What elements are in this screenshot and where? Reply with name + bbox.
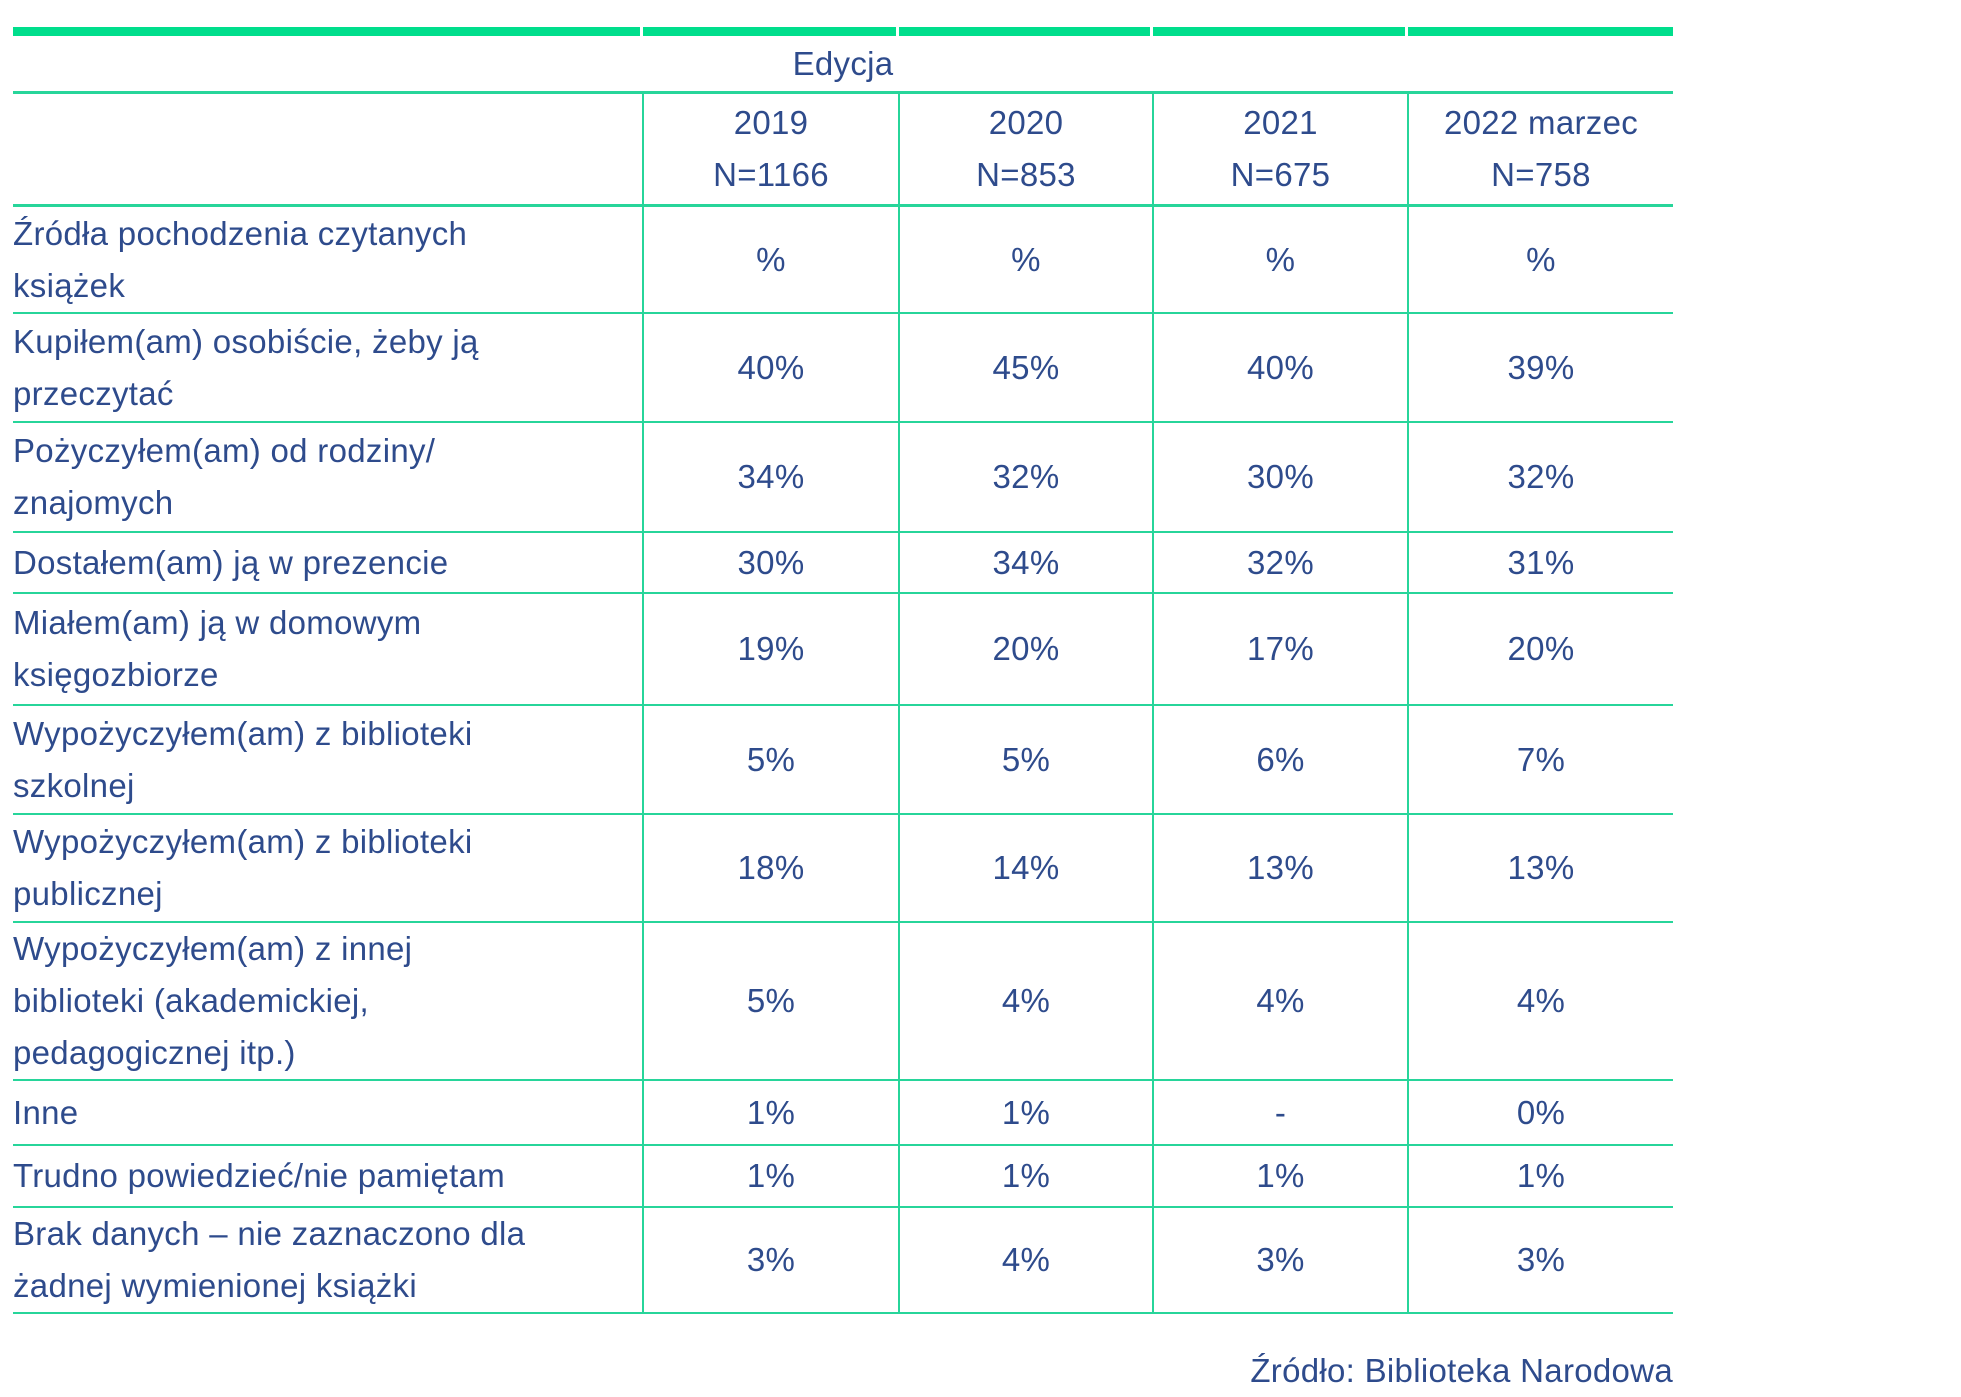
category-label: Dostałem(am) ją w prezencie: [13, 532, 643, 594]
year-column-header-2020: 2020 N=853: [898, 92, 1153, 207]
category-group-label: Źródła pochodzenia czytanych książek: [13, 205, 643, 314]
unit-cell: %: [1407, 205, 1673, 314]
source-note: Źródło: Biblioteka Narodowa: [1250, 1352, 1673, 1389]
accent-bar-segment: [1153, 27, 1408, 36]
survey-table-container: Edycja 2019 N=1166 2020 N=853 2021 N=675…: [13, 27, 1673, 1314]
year-column-header-2019: 2019 N=1166: [642, 92, 899, 207]
percent-value: 1%: [1152, 1145, 1408, 1208]
unit-row: Źródła pochodzenia czytanych książek % %…: [13, 205, 1673, 314]
year-column-header-2022: 2022 marzec N=758: [1407, 92, 1673, 207]
year-column-header-2021: 2021 N=675: [1152, 92, 1408, 207]
percent-value: 20%: [898, 593, 1153, 706]
percent-value: 32%: [898, 422, 1153, 533]
table-row: Kupiłem(am) osobiście, żeby ją przeczyta…: [13, 313, 1673, 423]
table-row: Wypożyczyłem(am) z innej biblioteki (aka…: [13, 922, 1673, 1081]
percent-value: 1%: [898, 1080, 1153, 1146]
category-label: Trudno powiedzieć/nie pamiętam: [13, 1145, 643, 1208]
percent-value: 17%: [1152, 593, 1408, 706]
percent-value: 39%: [1407, 313, 1673, 423]
accent-bar-segment: [643, 27, 899, 36]
percent-value: 1%: [1407, 1145, 1673, 1208]
percent-value: -: [1152, 1080, 1408, 1146]
percent-value: 30%: [1152, 422, 1408, 533]
percent-value: 4%: [1152, 922, 1408, 1081]
table-row: Inne 1% 1% - 0%: [13, 1080, 1673, 1146]
percent-value: 6%: [1152, 705, 1408, 815]
unit-cell: %: [1152, 205, 1408, 314]
percent-value: 34%: [642, 422, 899, 533]
table-row: Brak danych – nie zaznaczono dla żadnej …: [13, 1207, 1673, 1314]
category-label: Kupiłem(am) osobiście, żeby ją przeczyta…: [13, 313, 643, 423]
percent-value: 3%: [1152, 1207, 1408, 1314]
edition-header-row: Edycja: [13, 36, 1673, 94]
percent-value: 1%: [642, 1145, 899, 1208]
percent-value: 4%: [898, 1207, 1153, 1314]
percent-value: 5%: [898, 705, 1153, 815]
percent-value: 45%: [898, 313, 1153, 423]
category-label: Brak danych – nie zaznaczono dla żadnej …: [13, 1207, 643, 1314]
percent-value: 0%: [1407, 1080, 1673, 1146]
survey-table: Edycja 2019 N=1166 2020 N=853 2021 N=675…: [13, 36, 1673, 1314]
percent-value: 30%: [642, 532, 899, 594]
accent-bar-segment: [1408, 27, 1673, 36]
table-row: Trudno powiedzieć/nie pamiętam 1% 1% 1% …: [13, 1145, 1673, 1208]
percent-value: 4%: [898, 922, 1153, 1081]
accent-bar-segment: [13, 27, 643, 36]
year-header-row: 2019 N=1166 2020 N=853 2021 N=675 2022 m…: [13, 92, 1673, 207]
percent-value: 32%: [1407, 422, 1673, 533]
table-row: Wypożyczyłem(am) z biblioteki publicznej…: [13, 814, 1673, 923]
percent-value: 3%: [642, 1207, 899, 1314]
percent-value: 31%: [1407, 532, 1673, 594]
empty-corner-cell: [13, 92, 643, 207]
accent-bar-segment: [899, 27, 1153, 36]
percent-value: 40%: [1152, 313, 1408, 423]
table-row: Pożyczyłem(am) od rodziny/ znajomych 34%…: [13, 422, 1673, 533]
table-row: Dostałem(am) ją w prezencie 30% 34% 32% …: [13, 532, 1673, 594]
percent-value: 3%: [1407, 1207, 1673, 1314]
percent-value: 1%: [898, 1145, 1153, 1208]
category-label: Miałem(am) ją w domowym księgozbiorze: [13, 593, 643, 706]
percent-value: 32%: [1152, 532, 1408, 594]
percent-value: 4%: [1407, 922, 1673, 1081]
category-label: Wypożyczyłem(am) z biblioteki publicznej: [13, 814, 643, 923]
percent-value: 34%: [898, 532, 1153, 594]
percent-value: 5%: [642, 922, 899, 1081]
percent-value: 14%: [898, 814, 1153, 923]
category-label: Wypożyczyłem(am) z biblioteki szkolnej: [13, 705, 643, 815]
accent-bar: [13, 27, 1673, 36]
category-label: Inne: [13, 1080, 643, 1146]
unit-cell: %: [642, 205, 899, 314]
percent-value: 18%: [642, 814, 899, 923]
table-row: Miałem(am) ją w domowym księgozbiorze 19…: [13, 593, 1673, 706]
percent-value: 13%: [1152, 814, 1408, 923]
category-label: Pożyczyłem(am) od rodziny/ znajomych: [13, 422, 643, 533]
percent-value: 7%: [1407, 705, 1673, 815]
percent-value: 5%: [642, 705, 899, 815]
unit-cell: %: [898, 205, 1153, 314]
category-label: Wypożyczyłem(am) z innej biblioteki (aka…: [13, 922, 643, 1081]
percent-value: 1%: [642, 1080, 899, 1146]
edition-header: Edycja: [13, 36, 1673, 94]
table-row: Wypożyczyłem(am) z biblioteki szkolnej 5…: [13, 705, 1673, 815]
percent-value: 19%: [642, 593, 899, 706]
percent-value: 40%: [642, 313, 899, 423]
percent-value: 13%: [1407, 814, 1673, 923]
percent-value: 20%: [1407, 593, 1673, 706]
